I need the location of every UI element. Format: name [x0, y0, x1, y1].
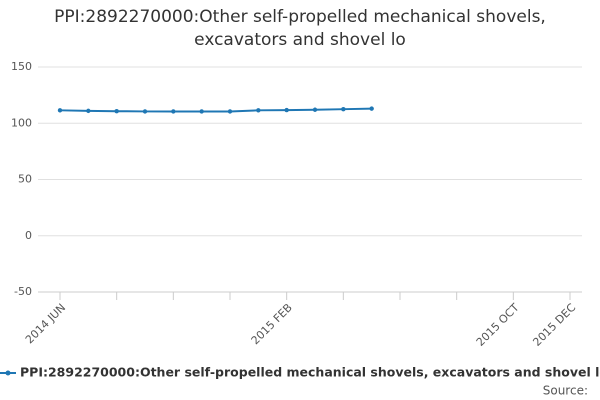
y-tick-label: 0 — [25, 229, 32, 242]
x-tick-label: 2015 OCT — [474, 301, 522, 349]
y-tick-label: -50 — [14, 285, 32, 298]
point — [312, 107, 318, 112]
source: Source: — [543, 384, 588, 398]
y-tick-label: 50 — [18, 173, 32, 186]
legend-marker — [5, 370, 11, 376]
chart-title: PPI:2892270000:Other self-propelled mech… — [54, 7, 546, 50]
point — [199, 109, 204, 114]
point — [227, 109, 233, 114]
x-tick-label: 2015 FEB — [249, 301, 295, 347]
point — [114, 109, 119, 114]
point — [142, 109, 148, 114]
x-tick-label: 2015 DEC — [530, 301, 578, 349]
point — [86, 108, 91, 114]
point — [171, 109, 176, 114]
y-tick-label: 100 — [11, 116, 32, 129]
point — [341, 106, 346, 112]
y-tick-label: 150 — [11, 60, 32, 73]
legend-label: PPI:2892270000:Other self-propelled mech… — [20, 365, 600, 380]
x-tick-label: 2014 JUN — [23, 301, 68, 346]
point — [256, 108, 261, 113]
point — [57, 108, 63, 113]
point — [369, 106, 374, 111]
point — [284, 107, 289, 113]
line — [59, 107, 372, 113]
